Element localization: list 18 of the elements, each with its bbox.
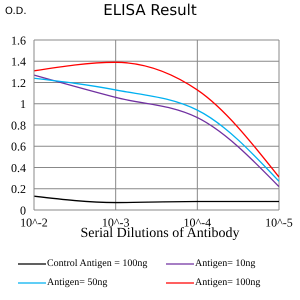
y-tick-label: 1.4	[11, 54, 26, 69]
y-tick-label: 0.8	[11, 118, 26, 132]
y-tick-label: 0.6	[11, 140, 26, 154]
x-tick-label: 10^-5	[265, 216, 293, 230]
y-tick-label: 1.2	[11, 76, 26, 90]
legend-label: Antigen= 50ng	[47, 277, 108, 288]
legend-label: Antigen= 100ng	[195, 277, 260, 288]
y-tick-label: 0	[20, 203, 26, 218]
y-tick-label: 0.2	[11, 182, 26, 196]
x-tick-label: 10^-2	[20, 216, 48, 230]
y-tick-label: 0.4	[11, 160, 26, 175]
y-axis-title: O.D.	[5, 6, 27, 17]
y-tick-label: 1	[20, 97, 26, 112]
chart-title: ELISA Result	[103, 1, 197, 19]
y-tick-label: 1.6	[11, 33, 26, 48]
legend-label: Antigen= 10ng	[195, 258, 256, 269]
legend-label: Control Antigen = 100ng	[47, 258, 148, 269]
line-series	[34, 62, 279, 178]
